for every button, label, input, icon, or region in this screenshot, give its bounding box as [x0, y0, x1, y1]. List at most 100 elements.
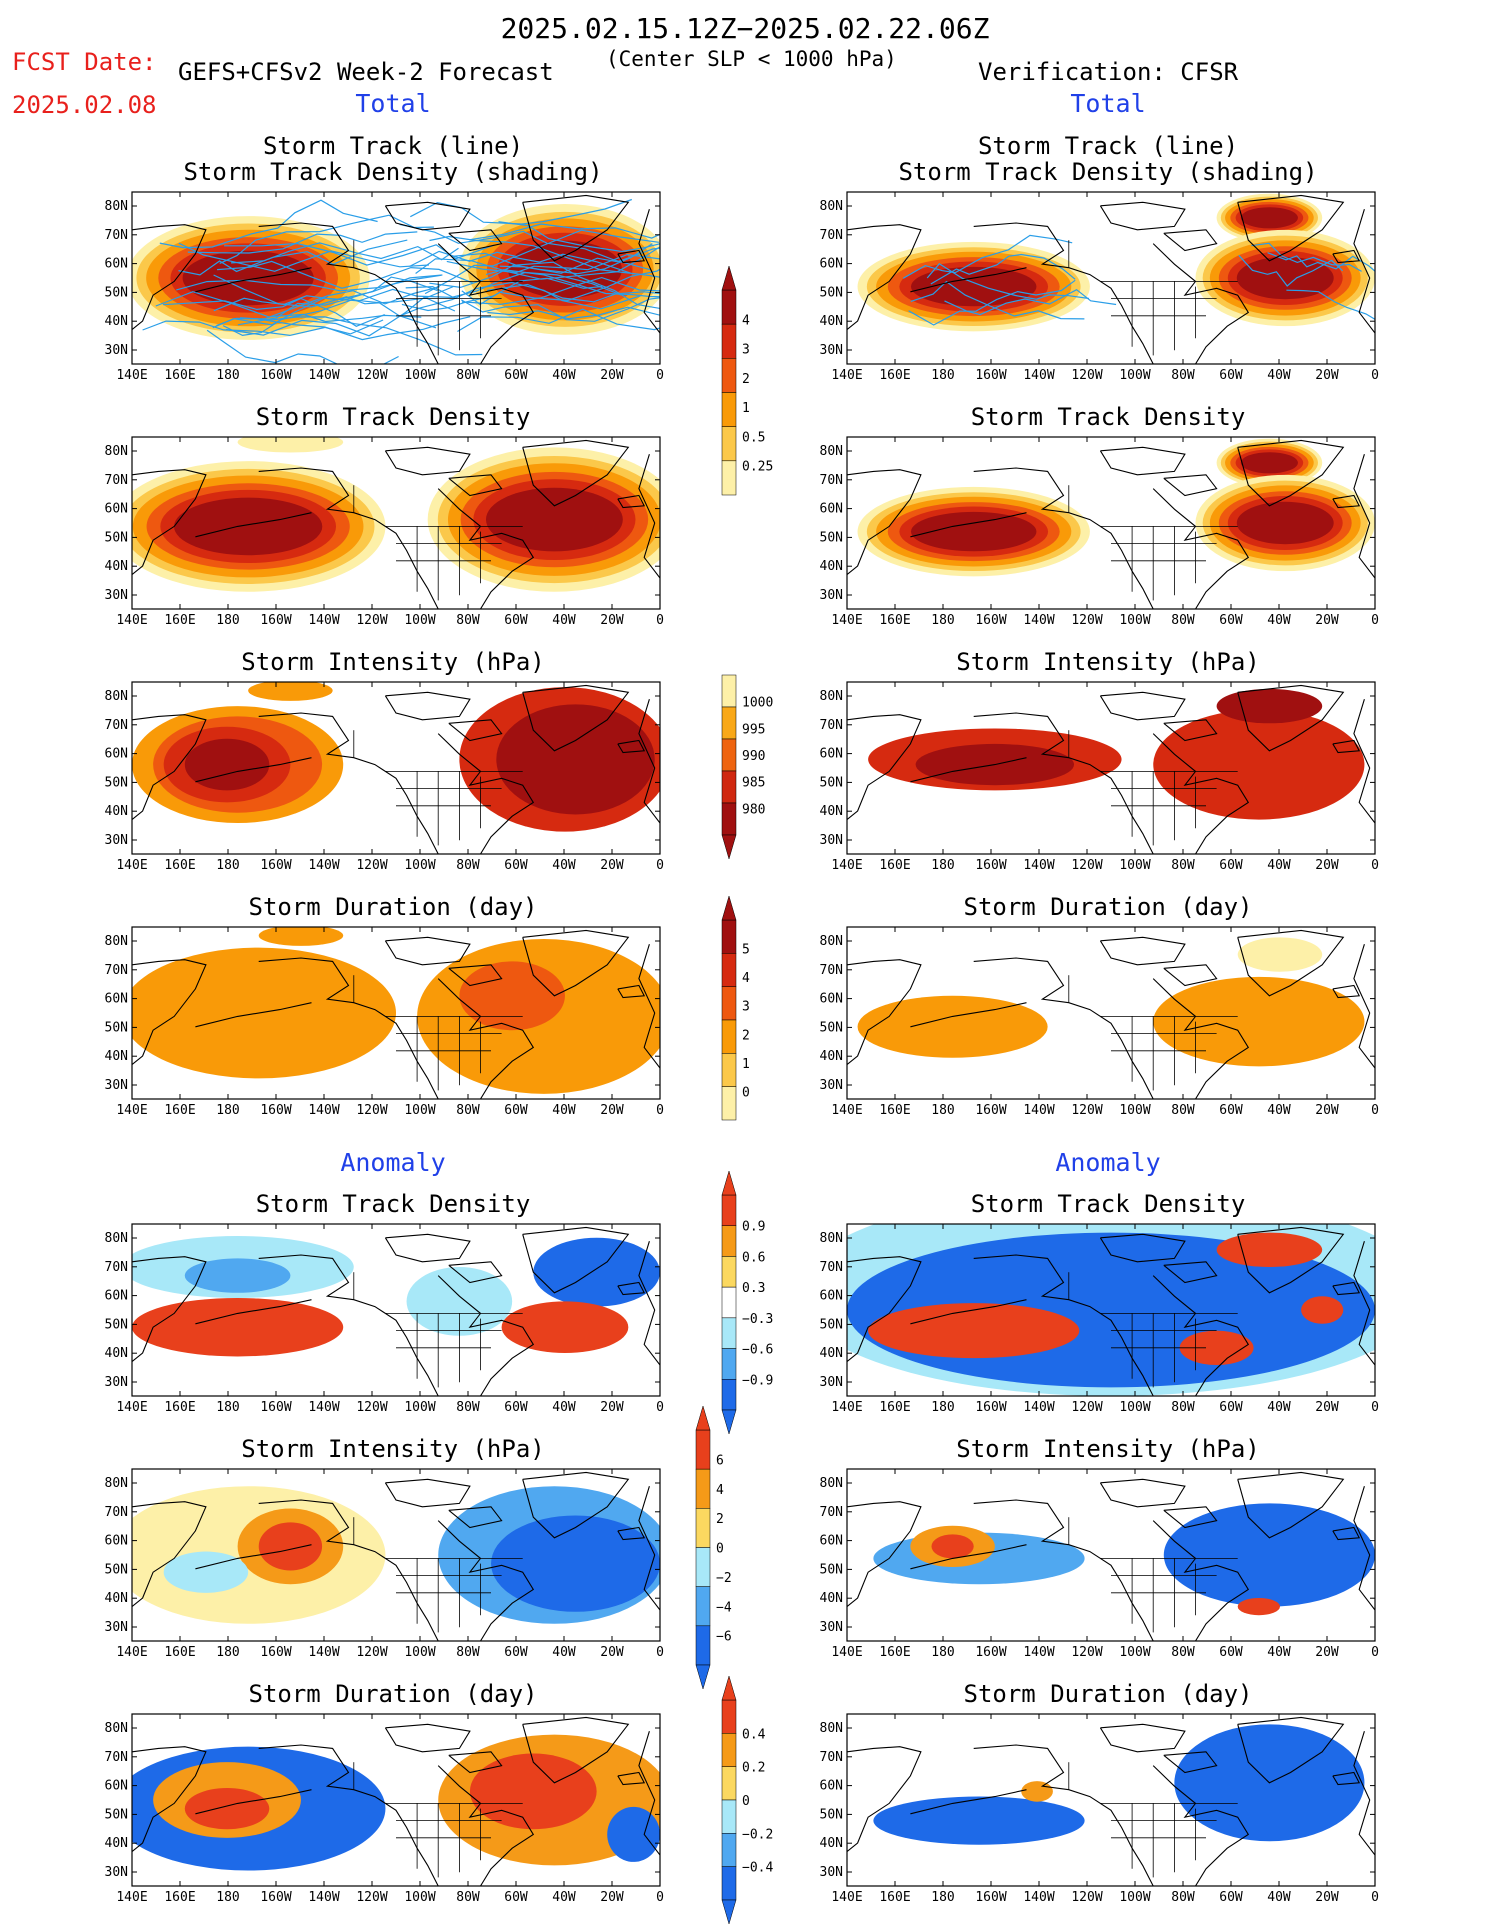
x-tick-label: 40W [1267, 368, 1291, 383]
colorbar-intensity-anom: 6 4 2 0 −2 −4 −6 [695, 1405, 732, 1690]
x-tick-label: 20W [600, 1645, 624, 1660]
panel-title-track-line-right: Storm Track (line) [977, 132, 1239, 160]
x-tick-label: 120W [356, 1103, 387, 1118]
y-tick-label: 50N [105, 285, 128, 300]
colorbar-label: 0.25 [742, 460, 773, 475]
x-tick-label: 100W [404, 858, 435, 873]
panel-subtitle-track-shading-left: Storm Track Density (shading) [183, 158, 603, 186]
x-tick-label: 0 [656, 858, 664, 873]
x-tick-label: 140W [308, 1890, 339, 1905]
map-panel: 140E 160E 180 160W 140W 120W 100W 80W 60W 40W 20W 0… [820, 191, 1379, 383]
y-tick-label: 80N [820, 934, 843, 949]
x-tick-label: 100W [1119, 368, 1150, 383]
x-tick-label: 40W [552, 1645, 576, 1660]
x-tick-label: 20W [600, 368, 624, 383]
y-tick-label: 80N [820, 689, 843, 704]
y-tick-label: 50N [105, 1562, 128, 1577]
y-tick-label: 30N [105, 1078, 128, 1093]
y-tick-label: 30N [820, 1865, 843, 1880]
y-tick-label: 70N [820, 1260, 843, 1275]
x-tick-label: 180 [931, 368, 954, 383]
colorbar-segment [721, 358, 737, 393]
colorbar-label: 2 [742, 1028, 750, 1043]
x-tick-label: 140W [1023, 1645, 1054, 1660]
colorbar-segment [721, 919, 737, 954]
colorbar-label: 6 [716, 1453, 724, 1468]
x-tick-label: 60W [504, 368, 528, 383]
y-tick-label: 60N [105, 257, 128, 272]
y-tick-label: 30N [820, 833, 843, 848]
section-anomaly-left: Anomaly [340, 1148, 446, 1177]
y-tick-label: 40N [105, 804, 128, 819]
y-tick-label: 40N [820, 559, 843, 574]
x-tick-label: 160E [164, 1645, 195, 1660]
x-tick-label: 120W [356, 368, 387, 383]
y-tick-label: 80N [820, 1476, 843, 1491]
panel-title-track-line-left: Storm Track (line) [262, 132, 524, 160]
y-tick-label: 50N [105, 1020, 128, 1035]
x-tick-label: 60W [504, 1103, 528, 1118]
x-tick-label: 180 [216, 368, 239, 383]
x-tick-label: 140E [116, 858, 147, 873]
x-tick-label: 40W [1267, 1103, 1291, 1118]
x-tick-label: 80W [456, 1645, 480, 1660]
x-tick-label: 160W [260, 1890, 291, 1905]
y-tick-label: 40N [820, 1049, 843, 1064]
x-tick-label: 160W [975, 368, 1006, 383]
x-tick-label: 40W [1267, 1645, 1291, 1660]
x-tick-label: 140E [831, 1103, 862, 1118]
x-tick-label: 0 [656, 1645, 664, 1660]
y-tick-label: 70N [105, 963, 128, 978]
x-tick-label: 160E [164, 613, 195, 628]
x-tick-label: 160W [975, 613, 1006, 628]
colorbar-segment [721, 1348, 737, 1380]
y-tick-label: 80N [105, 689, 128, 704]
x-tick-label: 160W [260, 1400, 291, 1415]
x-tick-label: 0 [1371, 1890, 1379, 1905]
x-tick-label: 180 [931, 1400, 954, 1415]
y-tick-label: 70N [105, 718, 128, 733]
x-tick-label: 0 [656, 1890, 664, 1905]
y-tick-label: 50N [105, 775, 128, 790]
x-tick-label: 140E [116, 1645, 147, 1660]
colorbar-intensity-total: 1000 995 990 985 980 [721, 674, 773, 860]
colorbar-label: −0.4 [742, 1861, 773, 1876]
y-tick-label: 50N [105, 1807, 128, 1822]
colorbar-label: 1 [742, 401, 750, 416]
y-tick-label: 80N [105, 1476, 128, 1491]
map-panel: 140E 160E 180 160W 140W 120W 100W 80W 60W 40W 20W 0… [105, 1713, 664, 1905]
x-tick-label: 160E [879, 1645, 910, 1660]
y-tick-label: 30N [820, 1375, 843, 1390]
x-tick-label: 160E [164, 1103, 195, 1118]
x-tick-label: 20W [1315, 1400, 1339, 1415]
x-tick-label: 20W [1315, 1890, 1339, 1905]
y-tick-label: 40N [820, 1591, 843, 1606]
x-tick-label: 0 [656, 368, 664, 383]
x-tick-label: 120W [1071, 613, 1102, 628]
x-tick-label: 160W [975, 1400, 1006, 1415]
y-tick-label: 60N [820, 502, 843, 517]
colorbar-segment [721, 1799, 737, 1834]
y-tick-label: 30N [105, 833, 128, 848]
panel-title-duration-right: Storm Duration (day) [963, 893, 1253, 921]
x-tick-label: 160W [260, 1103, 291, 1118]
y-tick-label: 60N [105, 747, 128, 762]
y-tick-label: 80N [820, 444, 843, 459]
y-tick-label: 50N [105, 530, 128, 545]
x-tick-label: 80W [456, 1103, 480, 1118]
x-tick-label: 120W [356, 1645, 387, 1660]
colorbar-label: 4 [742, 313, 750, 328]
colorbar-label: 0.9 [742, 1220, 765, 1235]
colorbar-label: 980 [742, 802, 765, 817]
colorbar-segment [721, 1317, 737, 1349]
y-tick-label: 60N [820, 1289, 843, 1304]
panel-title-duration-left: Storm Duration (day) [248, 893, 538, 921]
y-tick-label: 60N [105, 1779, 128, 1794]
x-tick-label: 180 [931, 858, 954, 873]
colorbar-segment [721, 770, 737, 804]
x-tick-label: 60W [1219, 1645, 1243, 1660]
colorbar-segment [721, 1225, 737, 1257]
x-tick-label: 100W [404, 613, 435, 628]
x-tick-label: 20W [1315, 368, 1339, 383]
